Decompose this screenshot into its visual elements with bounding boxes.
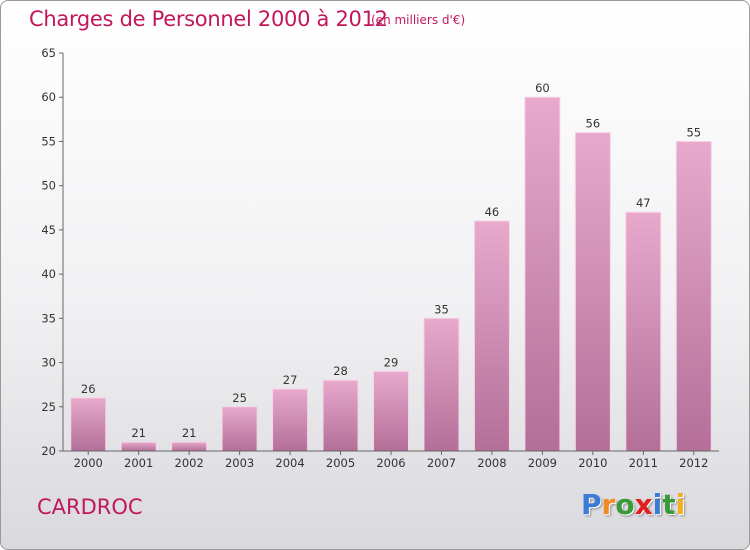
bar	[221, 406, 258, 452]
data-label: 55	[686, 125, 701, 139]
y-tick-label: 65	[41, 46, 56, 60]
data-label: 60	[535, 81, 550, 95]
bar	[171, 441, 208, 452]
bar	[322, 379, 359, 452]
data-label: 29	[384, 355, 399, 369]
data-label: 26	[81, 382, 96, 396]
place-name: CARDROC	[37, 495, 143, 519]
x-tick-label: 2010	[578, 456, 607, 470]
y-tick-label: 60	[41, 90, 56, 104]
x-tick-label: 2011	[629, 456, 658, 470]
bar	[625, 211, 662, 452]
data-label: 28	[333, 364, 348, 378]
data-label: 56	[586, 117, 601, 131]
x-tick-label: 2007	[427, 456, 456, 470]
bar	[675, 140, 712, 452]
bar	[373, 370, 409, 452]
logo-letter: i	[652, 488, 663, 521]
y-tick-label: 55	[41, 134, 56, 148]
y-tick-label: 35	[41, 311, 56, 325]
data-label: 35	[434, 302, 449, 316]
chart-title: Charges de Personnel 2000 à 2012	[29, 7, 388, 31]
logo-letter: o	[615, 488, 635, 521]
x-tick-label: 2001	[124, 456, 153, 470]
y-tick-label: 20	[41, 444, 56, 458]
bar	[272, 388, 309, 452]
proxiti-logo: Proxiti	[581, 488, 685, 521]
data-label: 21	[131, 426, 146, 440]
x-tick-label: 2012	[679, 456, 708, 470]
logo-letter: i	[675, 488, 686, 521]
bar	[524, 96, 561, 452]
y-tick-label: 40	[41, 267, 56, 281]
data-label: 27	[283, 373, 298, 387]
logo-letter: x	[634, 488, 653, 521]
x-tick-label: 2002	[175, 456, 204, 470]
bar	[423, 317, 460, 452]
x-tick-label: 2005	[326, 456, 355, 470]
y-tick-label: 30	[41, 356, 56, 370]
bar	[70, 397, 107, 452]
chart-subtitle: (en milliers d'€)	[371, 13, 466, 27]
bar	[473, 220, 510, 452]
data-label: 46	[485, 205, 500, 219]
bar	[574, 132, 611, 452]
x-tick-label: 2000	[74, 456, 103, 470]
logo-letter: t	[662, 488, 676, 521]
data-label: 21	[182, 426, 197, 440]
x-tick-label: 2009	[528, 456, 557, 470]
data-label: 25	[232, 391, 247, 405]
x-tick-label: 2004	[275, 456, 304, 470]
logo-letter: r	[601, 488, 616, 521]
data-label: 47	[636, 196, 651, 210]
bar	[120, 441, 157, 452]
y-tick-label: 25	[41, 400, 56, 414]
logo-letter: P	[581, 488, 602, 521]
x-tick-label: 2006	[376, 456, 405, 470]
y-tick-label: 45	[41, 223, 56, 237]
x-tick-label: 2003	[225, 456, 254, 470]
x-tick-label: 2008	[477, 456, 506, 470]
y-tick-label: 50	[41, 179, 56, 193]
